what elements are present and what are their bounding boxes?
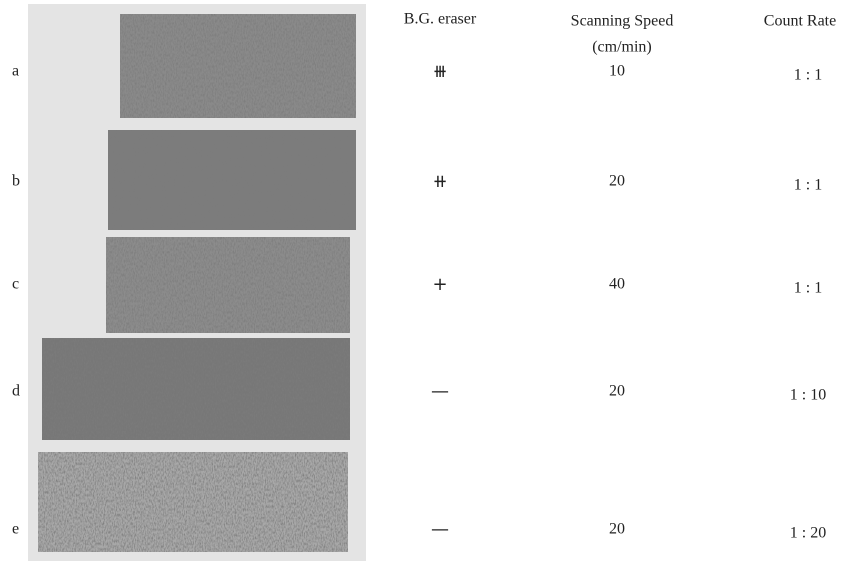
speed: 40: [609, 276, 625, 293]
row-label: e: [12, 521, 19, 538]
row-label: a: [12, 63, 19, 80]
speed: 20: [609, 521, 625, 538]
speed: 20: [609, 383, 625, 400]
count-rate: 1 : 1: [794, 177, 822, 194]
speed: 10: [609, 63, 625, 80]
speed: 20: [609, 173, 625, 190]
eraser: —: [431, 519, 449, 540]
row-label: d: [12, 383, 20, 400]
header-eraser: B.G. eraser: [404, 11, 477, 28]
eraser: —: [431, 381, 449, 402]
count-rate: 1 : 10: [790, 387, 826, 404]
photo: [28, 4, 366, 561]
header-count-rate: Count Rate: [764, 13, 836, 30]
count-rate: 1 : 1: [794, 67, 822, 84]
row-label: b: [12, 173, 20, 190]
count-rate: 1 : 1: [794, 280, 822, 297]
eraser: ⧻: [432, 61, 447, 82]
header-speed-unit: (cm/min): [592, 39, 652, 56]
eraser: ⧺: [432, 171, 447, 192]
eraser: +: [432, 274, 447, 295]
rows: a ⧻ 10 1 : 1 b ⧺ 20 1 : 1 c +40 1 : 1 d — 20 1 : 10 e — 2…: [12, 61, 826, 542]
row-label: c: [12, 276, 19, 293]
count-rate: 1 : 20: [790, 525, 826, 542]
header-speed: Scanning Speed: [571, 13, 674, 30]
